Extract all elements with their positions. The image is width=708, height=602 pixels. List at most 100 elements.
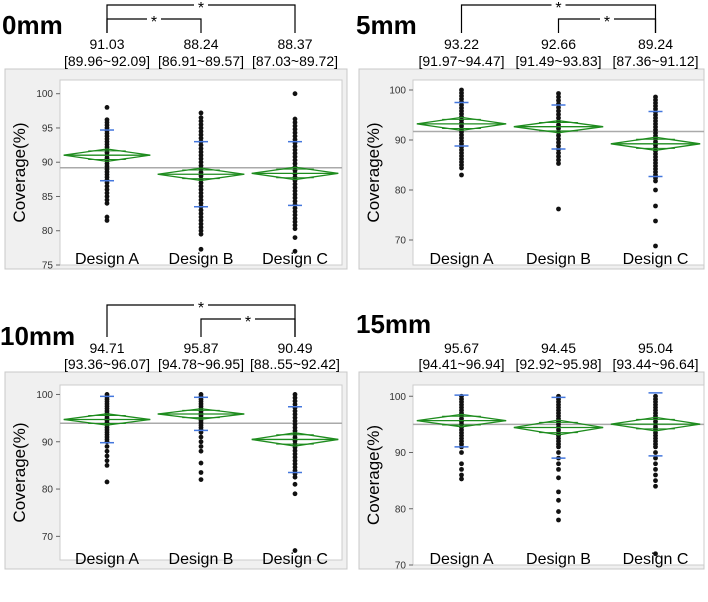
data-point xyxy=(198,460,204,466)
y-tick-label: 80 xyxy=(395,186,407,197)
ci-label: [86.91~89.57] xyxy=(158,53,244,69)
data-point xyxy=(292,451,298,457)
data-point xyxy=(104,187,110,193)
data-point xyxy=(556,105,561,110)
y-tick-label: 80 xyxy=(42,226,54,237)
data-point xyxy=(653,203,658,209)
data-point xyxy=(104,479,110,485)
data-point xyxy=(292,198,298,204)
significance-star: * xyxy=(198,300,204,317)
data-point xyxy=(292,219,298,225)
y-tick-label: 100 xyxy=(389,86,406,97)
data-point xyxy=(198,221,204,227)
data-point xyxy=(292,188,298,194)
panel-10mm: 10mm Coverage(%) 70 80 90 100 Design A 94.71[93… xyxy=(0,297,348,570)
ci-label: [93.44~96.64] xyxy=(612,356,698,372)
data-point xyxy=(556,466,561,472)
significance-star: * xyxy=(604,14,610,31)
data-point xyxy=(292,133,298,139)
data-point xyxy=(459,472,464,478)
data-point xyxy=(292,154,298,160)
data-point xyxy=(556,112,561,117)
data-point xyxy=(292,461,298,467)
data-point xyxy=(198,477,204,482)
data-point xyxy=(292,226,298,232)
y-axis-label: Coverage(%) xyxy=(10,422,29,522)
data-point xyxy=(292,195,298,201)
data-point xyxy=(198,156,204,162)
data-point xyxy=(556,157,561,163)
data-point xyxy=(198,246,204,252)
data-point xyxy=(198,218,204,223)
data-point xyxy=(292,161,298,166)
mean-value-label: 89.24 xyxy=(638,36,673,52)
data-point xyxy=(556,140,561,145)
data-point xyxy=(653,478,658,484)
ci-label: [88..55~92.42] xyxy=(250,356,340,372)
ci-label: [87.36~91.12] xyxy=(612,53,698,69)
data-point xyxy=(292,481,298,487)
panel-title: 15mm xyxy=(356,309,431,339)
data-point xyxy=(292,408,298,414)
data-point xyxy=(459,461,464,467)
data-point xyxy=(292,116,298,122)
data-point xyxy=(556,94,561,100)
x-tick-label: Design A xyxy=(429,551,493,568)
data-point xyxy=(198,180,204,186)
mean-value-label: 94.71 xyxy=(89,340,124,356)
data-point xyxy=(198,470,204,475)
data-point xyxy=(292,150,298,156)
data-point xyxy=(292,185,298,190)
data-point xyxy=(459,450,464,455)
data-point xyxy=(292,216,298,221)
significance-gap xyxy=(600,11,614,25)
ci-label: [93.36~96.07] xyxy=(64,356,150,372)
x-tick-label: Design C xyxy=(623,251,689,268)
data-point xyxy=(104,105,110,110)
y-tick-label: 90 xyxy=(42,437,54,448)
mean-value-label: 95.67 xyxy=(444,340,479,356)
mean-value-label: 90.49 xyxy=(277,340,312,356)
y-tick-label: 70 xyxy=(42,532,54,543)
data-point xyxy=(653,450,658,455)
data-point xyxy=(556,489,561,495)
data-point xyxy=(292,491,298,497)
data-point xyxy=(198,135,204,141)
significance-star: * xyxy=(555,0,561,17)
data-point xyxy=(459,476,464,482)
data-point xyxy=(292,474,298,480)
x-tick-label: Design B xyxy=(526,551,591,568)
data-point xyxy=(198,439,204,445)
y-tick-label: 100 xyxy=(36,89,53,100)
data-point xyxy=(556,461,561,467)
y-tick-label: 70 xyxy=(395,236,407,247)
data-point xyxy=(292,205,298,211)
data-point xyxy=(104,218,110,223)
data-point xyxy=(104,453,110,459)
data-point xyxy=(556,136,561,142)
ci-label: [91.97~94.47] xyxy=(418,53,504,69)
mean-value-label: 88.24 xyxy=(183,36,218,52)
data-point xyxy=(292,395,298,401)
x-tick-label: Design A xyxy=(75,551,139,568)
data-point xyxy=(198,125,204,131)
y-axis-label: Coverage(%) xyxy=(364,425,383,525)
mean-value-label: 92.66 xyxy=(541,36,576,52)
ci-label: [94.78~96.95] xyxy=(158,356,244,372)
data-point xyxy=(198,211,204,217)
data-point xyxy=(198,434,204,440)
panel-title: 10mm xyxy=(0,321,75,351)
mean-value-label: 91.03 xyxy=(89,36,124,52)
data-point xyxy=(292,137,298,143)
data-point xyxy=(198,146,204,151)
data-point xyxy=(104,180,110,186)
data-point xyxy=(556,108,561,114)
significance-star: * xyxy=(198,0,204,17)
data-point xyxy=(292,392,298,397)
data-point xyxy=(653,444,658,450)
data-point xyxy=(198,142,204,148)
data-point xyxy=(198,110,204,116)
data-point xyxy=(556,450,561,455)
y-tick-label: 100 xyxy=(36,390,53,401)
mean-value-label: 95.04 xyxy=(638,340,673,356)
